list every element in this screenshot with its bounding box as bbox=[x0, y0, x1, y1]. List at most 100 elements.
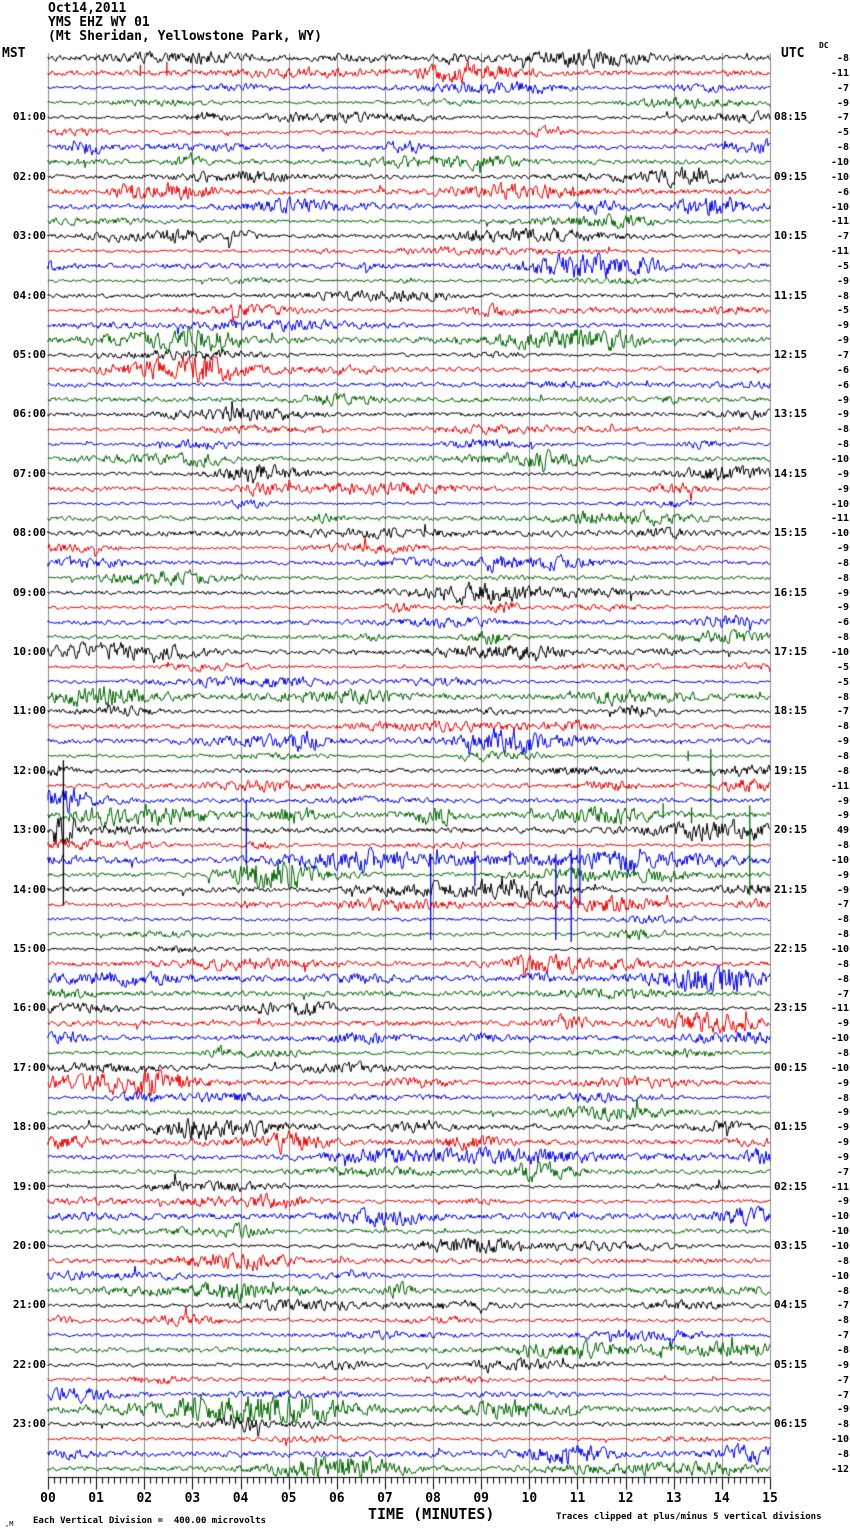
dc-offset-value: -10 bbox=[830, 1226, 849, 1238]
dc-offset-value: -8 bbox=[836, 973, 849, 985]
dc-offset-value: -12 bbox=[830, 1463, 849, 1475]
dc-offset-value: -8 bbox=[836, 572, 849, 584]
x-axis-minute-label: 12 bbox=[617, 1491, 634, 1506]
dc-offset-value: -9 bbox=[836, 587, 849, 599]
dc-offset-value: -9 bbox=[836, 468, 849, 480]
dc-offset-value: -9 bbox=[836, 1404, 849, 1416]
utc-hour-label: 23:15 bbox=[774, 1001, 808, 1015]
dc-offset-value: -5 bbox=[836, 260, 849, 272]
x-axis-minute-label: 05 bbox=[280, 1491, 297, 1506]
utc-hour-label: 00:15 bbox=[774, 1060, 808, 1074]
dc-offset-value: -8 bbox=[836, 1419, 849, 1431]
dc-offset-value: -5 bbox=[836, 661, 849, 673]
dc-offset-value: -6 bbox=[836, 379, 849, 391]
dc-offset-value: -10 bbox=[830, 1241, 849, 1252]
dc-offset-value: -8 bbox=[836, 142, 849, 154]
dc-offset-value: -9 bbox=[836, 543, 849, 555]
dc-offset-value: -9 bbox=[836, 320, 849, 332]
dc-offset-value: -7 bbox=[836, 1166, 849, 1178]
dc-offset-value: -11 bbox=[830, 246, 849, 258]
dc-offset-value: -9 bbox=[836, 1077, 849, 1089]
dc-offset-value: -8 bbox=[836, 439, 849, 451]
dc-offset-value: -5 bbox=[836, 127, 849, 139]
x-axis-minute-label: 01 bbox=[88, 1491, 104, 1506]
dc-offset-value: -9 bbox=[836, 394, 849, 406]
dc-offset-value: -10 bbox=[830, 453, 849, 465]
dc-offset-value: -8 bbox=[836, 53, 849, 64]
mst-hour-label: 06:00 bbox=[12, 407, 46, 421]
dc-offset-value: -9 bbox=[836, 1196, 849, 1208]
bottom-left-mark: ,M bbox=[5, 1520, 14, 1528]
utc-hour-label: 13:15 bbox=[774, 407, 808, 421]
mst-hour-label: 14:00 bbox=[12, 882, 46, 896]
x-axis-minute-label: 02 bbox=[136, 1491, 153, 1506]
dc-offset-value: -10 bbox=[830, 647, 849, 658]
dc-offset-value: -8 bbox=[836, 1315, 849, 1327]
x-axis-title: TIME (MINUTES) bbox=[368, 1505, 495, 1523]
dc-offset-value: -7 bbox=[836, 350, 849, 361]
dc-offset-value: 49 bbox=[836, 825, 849, 837]
dc-offset-value: -8 bbox=[836, 1344, 849, 1356]
utc-hour-label: 08:15 bbox=[774, 110, 808, 124]
dc-offset-value: -9 bbox=[836, 335, 849, 347]
dc-offset-value: -8 bbox=[836, 840, 849, 852]
utc-hour-label: 11:15 bbox=[774, 288, 808, 302]
utc-hour-label: 01:15 bbox=[774, 1120, 808, 1134]
dc-offset-value: -7 bbox=[836, 1389, 849, 1401]
mst-hour-label: 08:00 bbox=[12, 526, 46, 540]
dc-offset-value: -8 bbox=[836, 557, 849, 569]
dc-offset-value: -11 bbox=[830, 513, 849, 525]
dc-offset-value: -9 bbox=[836, 97, 849, 109]
utc-hour-label: 19:15 bbox=[774, 763, 808, 777]
dc-offset-value: -11 bbox=[830, 1003, 849, 1015]
dc-offset-value: -10 bbox=[830, 171, 849, 183]
dc-offset-value: -11 bbox=[830, 67, 849, 79]
mst-hour-label: 18:00 bbox=[12, 1120, 46, 1134]
mst-hour-label: 09:00 bbox=[12, 585, 46, 599]
mst-hour-label: 10:00 bbox=[12, 645, 46, 658]
dc-offset-value: -10 bbox=[830, 1270, 849, 1282]
x-axis-minute-label: 15 bbox=[762, 1491, 778, 1506]
dc-offset-value: -5 bbox=[836, 676, 849, 688]
dc-offset-value: -7 bbox=[836, 988, 849, 1000]
dc-offset-value: -8 bbox=[836, 424, 849, 436]
dc-offset-value: -10 bbox=[830, 1434, 849, 1446]
dc-offset-value: -7 bbox=[836, 899, 849, 911]
dc-offset-value: -9 bbox=[836, 884, 849, 896]
dc-offset-value: -9 bbox=[836, 275, 849, 287]
dc-offset-value: -7 bbox=[836, 1374, 849, 1386]
x-axis-minute-label: 08 bbox=[425, 1491, 441, 1506]
dc-offset-value: -11 bbox=[830, 780, 849, 792]
utc-hour-label: 02:15 bbox=[774, 1179, 808, 1193]
dc-offset-value: -10 bbox=[830, 498, 849, 510]
utc-hour-label: 18:15 bbox=[774, 704, 808, 718]
dc-offset-value: -5 bbox=[836, 305, 849, 317]
utc-hour-label: 04:15 bbox=[774, 1298, 808, 1312]
dc-offset-value: -9 bbox=[836, 409, 849, 421]
dc-offset-column-label: DC bbox=[819, 41, 829, 50]
dc-offset-value: -9 bbox=[836, 483, 849, 495]
dc-offset-value: -9 bbox=[836, 1107, 849, 1119]
right-timezone-label: UTC bbox=[781, 46, 805, 61]
x-axis-minute-label: 03 bbox=[184, 1491, 201, 1506]
header-station-code: YMS EHZ WY 01 bbox=[48, 15, 150, 30]
dc-offset-value: -8 bbox=[836, 691, 849, 703]
utc-hour-label: 16:15 bbox=[774, 585, 808, 599]
mst-hour-label: 05:00 bbox=[12, 348, 46, 361]
dc-offset-value: -10 bbox=[830, 944, 849, 955]
vertical-scale-note: Each Vertical Division = 400.00 microvol… bbox=[33, 1516, 266, 1526]
utc-hour-label: 03:15 bbox=[774, 1239, 808, 1252]
mst-hour-label: 22:00 bbox=[12, 1357, 46, 1371]
dc-offset-value: -10 bbox=[830, 1033, 849, 1045]
dc-offset-value: -8 bbox=[836, 958, 849, 970]
x-axis-minute-label: 13 bbox=[665, 1491, 682, 1506]
mst-hour-label: 21:00 bbox=[12, 1298, 46, 1312]
dc-offset-value: -9 bbox=[836, 810, 849, 822]
x-axis-minute-label: 14 bbox=[714, 1491, 730, 1506]
utc-hour-label: 09:15 bbox=[774, 169, 808, 183]
dc-offset-value: -10 bbox=[830, 1211, 849, 1223]
x-axis-minute-label: 00 bbox=[40, 1491, 56, 1506]
dc-offset-value: -11 bbox=[830, 1181, 849, 1193]
header-date: Oct14,2011 bbox=[48, 1, 127, 16]
dc-offset-value: -8 bbox=[836, 1092, 849, 1104]
